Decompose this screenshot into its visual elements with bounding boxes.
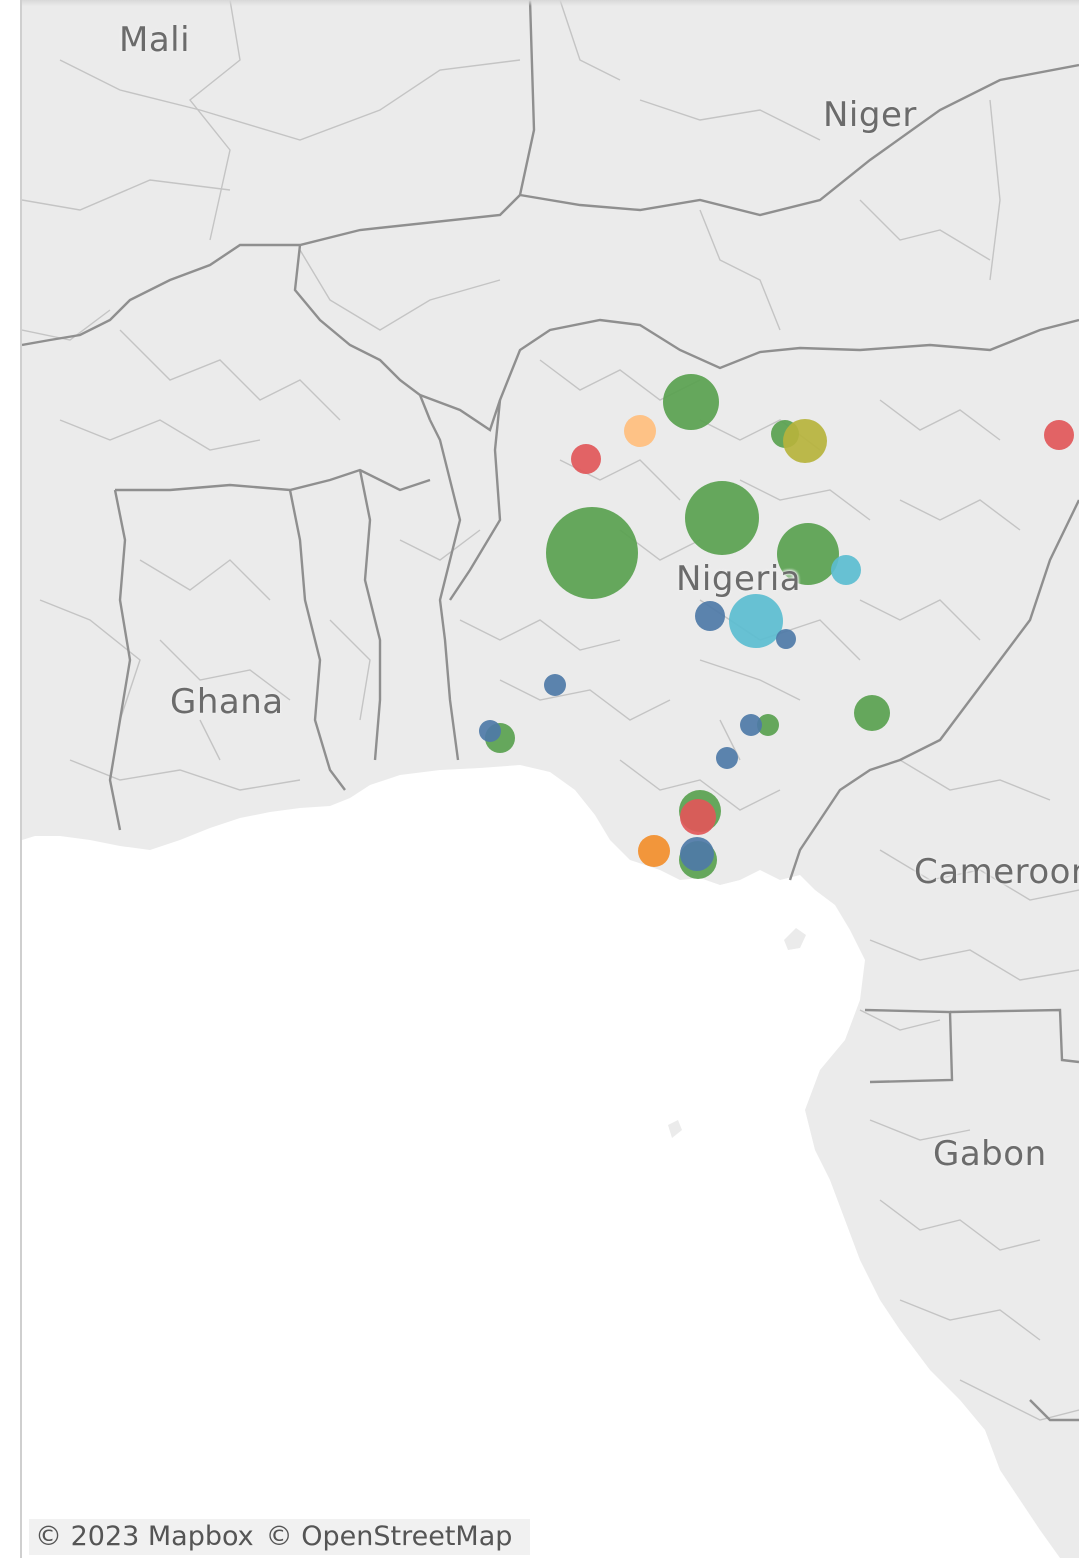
label-ghana: Ghana	[170, 682, 284, 722]
label-niger: Niger	[823, 95, 917, 135]
mapbox-attribution-link[interactable]: © 2023 Mapbox	[35, 1521, 254, 1552]
panel-top-shadow	[22, 0, 1079, 6]
label-mali: Mali	[119, 20, 191, 60]
map-canvas[interactable]	[22, 0, 1079, 1558]
map-attribution: © 2023 Mapbox © OpenStreetMap	[29, 1519, 531, 1555]
point-cyan-l	[729, 594, 783, 648]
country-borders	[22, 0, 1079, 1422]
point-green-s3	[757, 714, 779, 736]
point-green-s2	[854, 695, 890, 731]
point-blue-2	[776, 629, 796, 649]
map-panel[interactable]: Mali Niger Nigeria Ghana Cameroon Gabon	[22, 0, 1079, 1558]
subdivision-lines	[22, 0, 1079, 1421]
point-blue-6	[479, 720, 501, 742]
point-red-2	[680, 799, 716, 835]
point-orange	[638, 835, 670, 867]
point-green-l2	[777, 523, 839, 585]
point-green-xl	[546, 507, 638, 599]
label-cameroon: Cameroon	[914, 852, 1079, 892]
label-gabon: Gabon	[933, 1134, 1047, 1174]
point-olive	[783, 419, 827, 463]
point-red-1	[571, 444, 601, 474]
point-red-east	[1044, 420, 1074, 450]
point-blue-5	[716, 747, 738, 769]
point-blue-1	[695, 601, 725, 631]
point-blue-7	[680, 837, 714, 871]
land-area	[22, 0, 1079, 1558]
point-cyan-s	[831, 555, 861, 585]
coast-island	[784, 928, 806, 950]
coast-island-2	[668, 1120, 682, 1138]
label-nigeria: Nigeria	[676, 559, 802, 599]
panel-left-border	[20, 0, 22, 1558]
point-green-l1	[685, 481, 759, 555]
point-blue-4	[740, 714, 762, 736]
osm-attribution-link[interactable]: © OpenStreetMap	[265, 1521, 513, 1552]
point-blue-3	[544, 674, 566, 696]
point-green-m1	[663, 374, 719, 430]
data-points	[479, 374, 1074, 879]
point-light-orange	[624, 415, 656, 447]
